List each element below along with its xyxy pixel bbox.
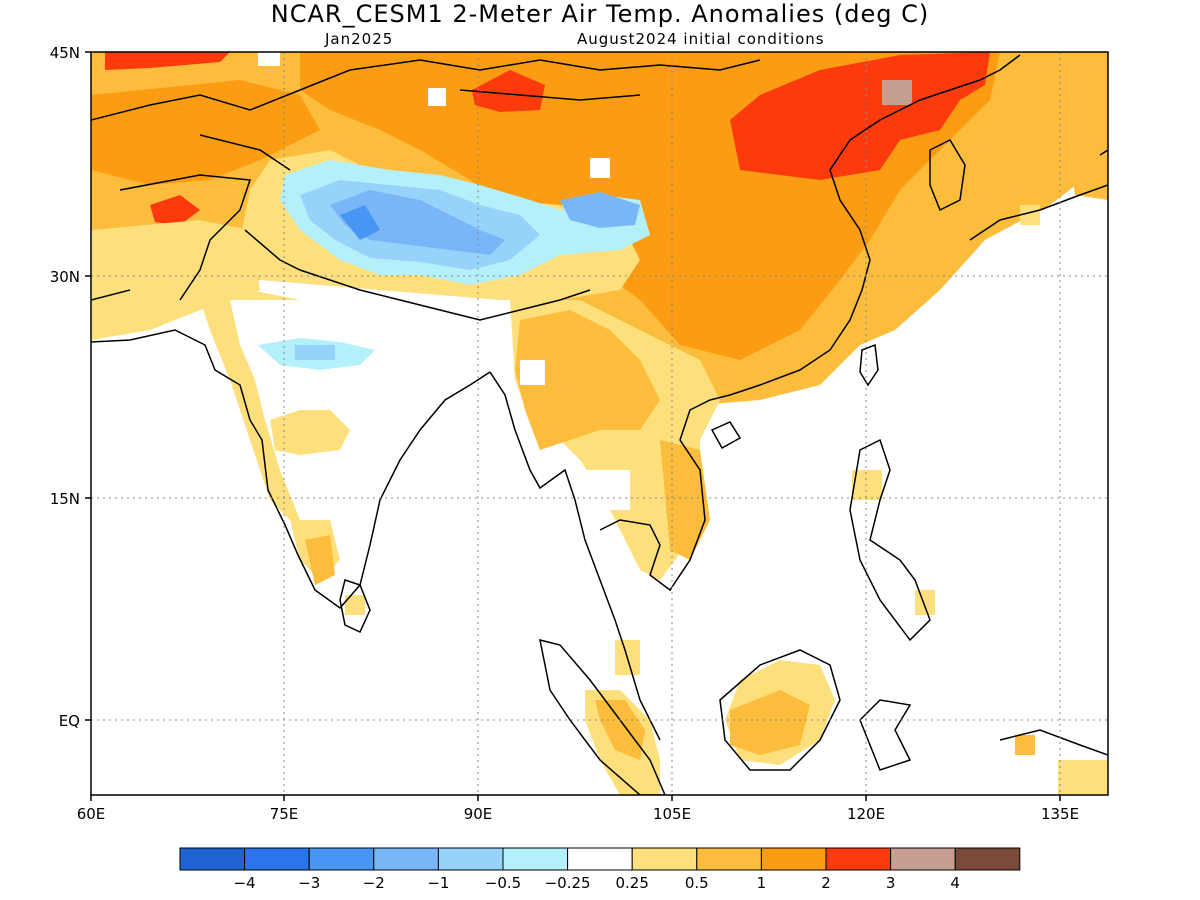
graticule	[91, 52, 1108, 795]
colorbar-swatch	[373, 847, 439, 871]
colorbar-swatch	[308, 847, 375, 871]
colorbar-label: −4	[234, 874, 256, 892]
lat-label-eq: EQ	[59, 712, 80, 730]
colorbar-swatch	[954, 847, 1021, 871]
colorbar-swatch	[437, 847, 504, 871]
colorbar-label: −3	[298, 874, 320, 892]
colorbar-swatch	[502, 847, 569, 871]
map-frame	[90, 51, 1109, 796]
colorbar-label: 3	[886, 874, 896, 892]
coastline-outline-icon	[91, 54, 1108, 795]
colorbar-label: −2	[363, 874, 385, 892]
colorbar-swatch	[696, 847, 762, 871]
initial-conditions: August2024 initial conditions	[577, 30, 825, 48]
colorbar-label: 0.25	[615, 874, 648, 892]
colorbar-legend: −4 −3 −2 −1 −0.5 −0.25 0.25 0.5 1 2 3 4	[179, 847, 1021, 892]
lon-label-105e: 105E	[653, 805, 691, 823]
lat-label-15n: 15N	[50, 490, 80, 508]
lat-label-45n: 45N	[50, 44, 80, 62]
colorbar-label: −0.5	[485, 874, 521, 892]
colorbar-swatch	[890, 847, 956, 871]
colorbar-swatch	[567, 847, 633, 871]
lon-label-135e: 135E	[1041, 805, 1079, 823]
colorbar-swatch	[825, 847, 892, 871]
colorbar-label: 1	[757, 874, 767, 892]
colorbar-label: 0.5	[685, 874, 709, 892]
colorbar-swatch	[179, 847, 246, 871]
axis-ticks	[85, 51, 1061, 801]
lon-label-120e: 120E	[847, 805, 885, 823]
colorbar-swatch	[760, 847, 827, 871]
anomaly-field	[91, 52, 1108, 795]
lon-label-75e: 75E	[270, 805, 299, 823]
map-title: NCAR_CESM1 2-Meter Air Temp. Anomalies (…	[270, 0, 930, 28]
lon-label-60e: 60E	[77, 805, 106, 823]
colorbar-swatch	[631, 847, 698, 871]
colorbar-label: 4	[950, 874, 960, 892]
colorbar-label: −0.25	[545, 874, 591, 892]
lon-label-90e: 90E	[464, 805, 493, 823]
colorbar-label: 2	[821, 874, 831, 892]
forecast-month: Jan2025	[325, 30, 394, 48]
lat-label-30n: 30N	[50, 268, 80, 286]
colorbar-swatch	[244, 847, 310, 871]
colorbar-label: −1	[427, 874, 449, 892]
